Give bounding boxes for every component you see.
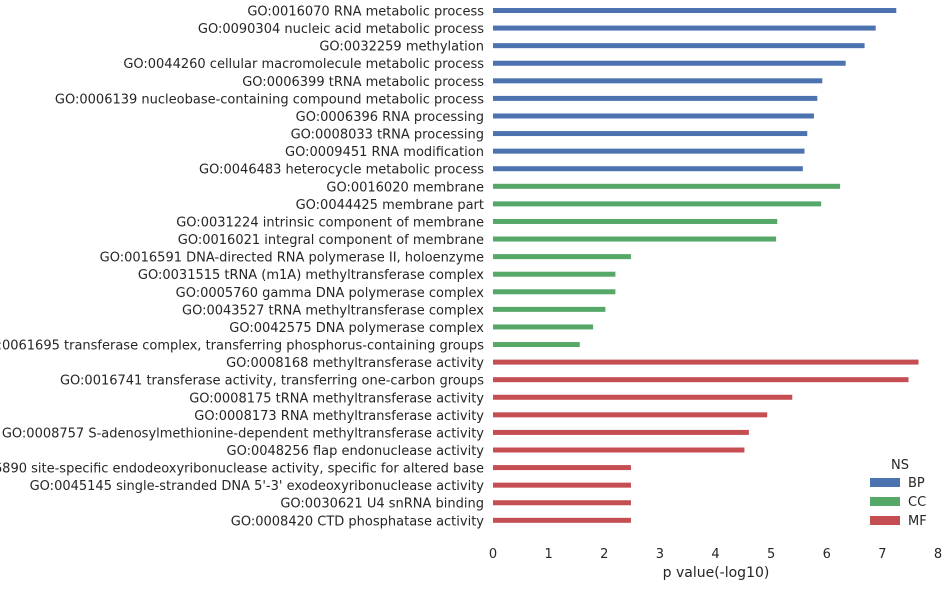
bar-cc <box>493 324 594 330</box>
category-label: GO:0030621 U4 snRNA binding <box>280 497 484 512</box>
bar-cc <box>493 342 580 348</box>
bar-mf <box>493 429 749 435</box>
bar-cc <box>493 254 631 260</box>
category-label: GO:0032259 methylation <box>319 40 484 55</box>
category-label: GO:0045145 single-stranded DNA 5'-3' exo… <box>30 479 485 494</box>
category-label: GO:0061695 transferase complex, transfer… <box>0 339 484 354</box>
bar-cc <box>493 289 616 295</box>
x-tick-labels-group: 0 1 2 3 4 5 6 7 8 <box>489 547 942 562</box>
bar-bp <box>493 25 876 31</box>
bar-bp <box>493 78 823 84</box>
category-label: GO:0016070 RNA metabolic process <box>247 5 484 20</box>
category-labels-group: GO:0016070 RNA metabolic process GO:00903… <box>0 5 484 530</box>
category-label: GO:0009451 RNA modification <box>285 145 484 160</box>
bar-mf <box>493 500 631 506</box>
category-label: GO:0031515 tRNA (m1A) methyltransferase … <box>138 268 484 283</box>
legend-swatch-bp <box>870 478 900 487</box>
category-label: GO:0008033 tRNA processing <box>291 128 484 143</box>
x-tick-label: 8 <box>934 547 942 562</box>
bar-cc <box>493 183 841 189</box>
bar-bp <box>493 148 805 154</box>
bar-bp <box>493 131 808 137</box>
bar-mf <box>493 482 631 488</box>
legend-label-bp: BP <box>908 476 925 491</box>
category-label: GO:0016020 membrane <box>326 180 484 195</box>
category-label: GO:0016741 transferase activity, transfe… <box>60 374 484 389</box>
category-label: GO:0008168 methyltransferase activity <box>226 356 484 371</box>
bar-bp <box>493 60 846 66</box>
x-tick-label: 3 <box>656 547 664 562</box>
category-label: GO:0008420 CTD phosphatase activity <box>231 514 485 529</box>
bar-mf <box>493 377 909 383</box>
category-label: GO:0031224 intrinsic component of membra… <box>176 215 484 230</box>
category-label: GO:0048256 flap endonuclease activity <box>227 444 485 459</box>
category-label: GO:0016021 integral component of membran… <box>178 233 484 248</box>
x-tick-label: 5 <box>767 547 775 562</box>
category-label: GO:0008175 tRNA methyltransferase activi… <box>189 391 484 406</box>
legend-title: NS <box>891 458 909 473</box>
category-label: GO:0006399 tRNA metabolic process <box>242 75 484 90</box>
category-label: GO:0008173 RNA methyltransferase activit… <box>194 409 484 424</box>
x-tick-label: 1 <box>544 547 552 562</box>
category-label: GO:0008757 S-adenosylmethionine-dependen… <box>2 426 484 441</box>
bar-cc <box>493 218 778 224</box>
x-axis-label: p value(-log10) <box>663 565 770 581</box>
bars-group <box>493 8 919 523</box>
legend-swatch-mf <box>870 516 900 525</box>
bar-mf <box>493 447 745 453</box>
x-tick-label: 0 <box>489 547 497 562</box>
bar-cc <box>493 306 606 312</box>
category-label: GO:0090304 nucleic acid metabolic proces… <box>198 22 484 37</box>
x-tick-label: 7 <box>878 547 886 562</box>
legend: NS BP CC MF <box>870 458 927 529</box>
bar-bp <box>493 95 818 101</box>
category-label: GO:0006139 nucleobase-containing compoun… <box>55 92 484 107</box>
x-tick-label: 2 <box>600 547 608 562</box>
legend-swatch-cc <box>870 497 900 506</box>
category-label: GO:0043527 tRNA methyltransferase comple… <box>182 303 484 318</box>
x-tick-label: 4 <box>711 547 719 562</box>
x-tick-label: 6 <box>823 547 831 562</box>
bar-mf <box>493 394 793 400</box>
category-label: GO:0006396 RNA processing <box>296 110 484 125</box>
bar-mf <box>493 359 919 365</box>
category-label: GO:0044425 membrane part <box>296 198 484 213</box>
category-label: GO:0016591 DNA-directed RNA polymerase I… <box>100 251 484 266</box>
category-label: GO:0016890 site-specific endodeoxyribonu… <box>0 462 484 477</box>
bar-bp <box>493 166 803 172</box>
bar-bp <box>493 43 865 49</box>
bar-mf <box>493 517 631 523</box>
legend-label-mf: MF <box>908 514 927 529</box>
category-label: GO:0005760 gamma DNA polymerase complex <box>176 286 485 301</box>
bar-cc <box>493 236 777 242</box>
bar-cc <box>493 271 616 277</box>
category-label: GO:0042575 DNA polymerase complex <box>229 321 484 336</box>
bar-mf <box>493 465 631 471</box>
bar-bp <box>493 113 814 119</box>
bar-cc <box>493 201 822 207</box>
category-label: GO:0046483 heterocycle metabolic process <box>199 163 484 178</box>
bar-mf <box>493 412 768 418</box>
bar-bp <box>493 8 897 13</box>
legend-label-cc: CC <box>908 495 926 510</box>
category-label: GO:0044260 cellular macromolecule metabo… <box>123 57 484 72</box>
